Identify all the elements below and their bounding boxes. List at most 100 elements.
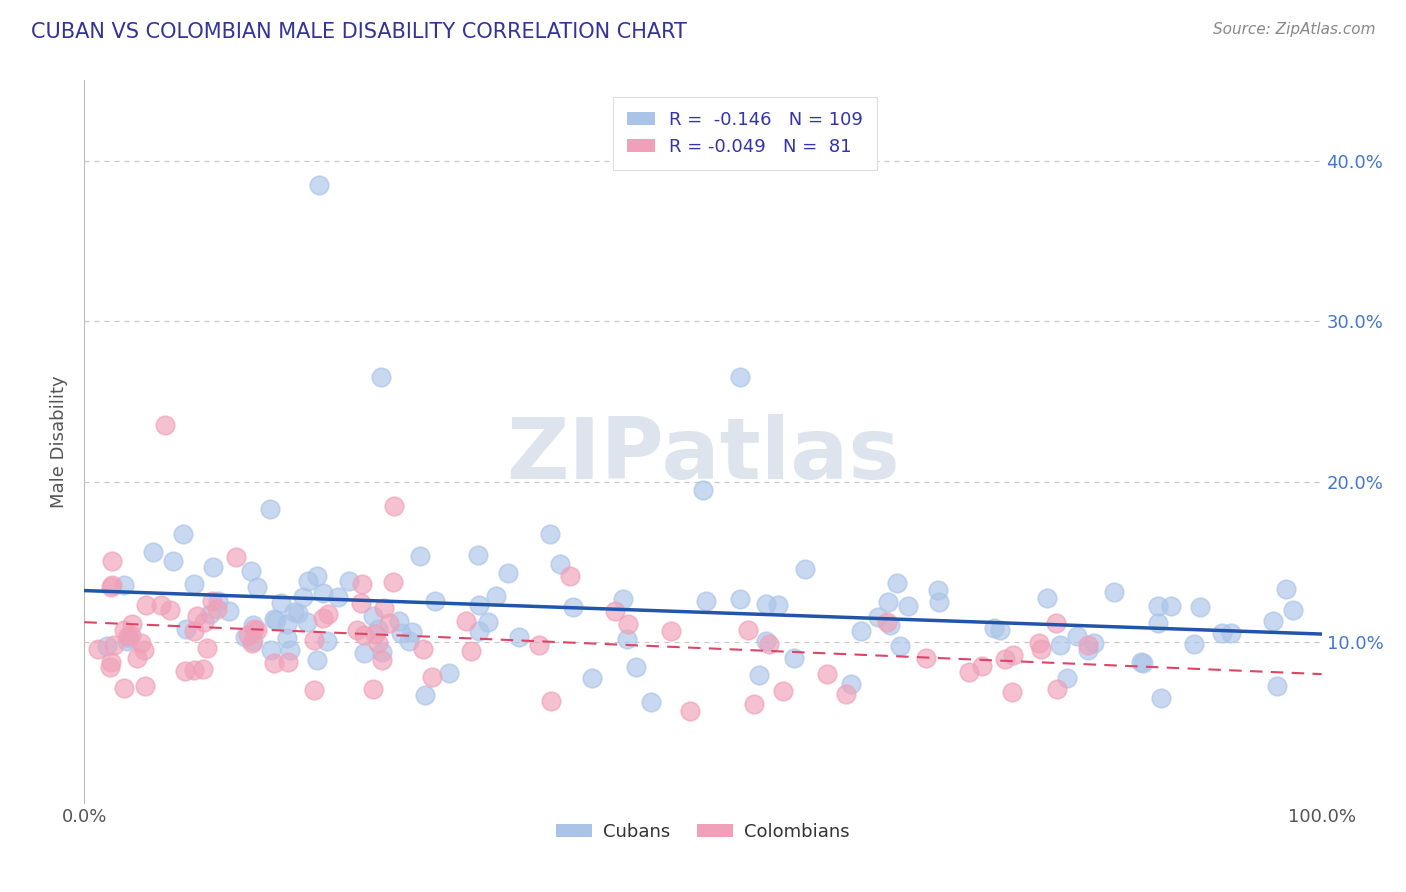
Point — [793, 561, 815, 575]
Point — [337, 574, 360, 588]
Point — [612, 591, 634, 606]
Point — [527, 638, 550, 652]
Point — [560, 568, 582, 582]
Point — [308, 178, 330, 192]
Point — [87, 641, 110, 656]
Point — [412, 642, 434, 657]
Point — [239, 564, 262, 578]
Point — [1102, 584, 1125, 599]
Point — [361, 681, 384, 696]
Point — [312, 586, 335, 600]
Point — [305, 569, 328, 583]
Point — [748, 668, 770, 682]
Point — [142, 545, 165, 559]
Point — [276, 616, 298, 631]
Point — [915, 651, 938, 665]
Point — [205, 602, 228, 616]
Point — [367, 636, 389, 650]
Point — [263, 657, 285, 671]
Point — [278, 642, 301, 657]
Point — [661, 624, 683, 639]
Point — [218, 604, 240, 618]
Point — [617, 616, 640, 631]
Point — [246, 624, 269, 638]
Point — [1160, 599, 1182, 613]
Point — [183, 663, 205, 677]
Point — [678, 705, 700, 719]
Point — [198, 607, 221, 622]
Point — [195, 640, 218, 655]
Point — [768, 598, 790, 612]
Point — [186, 608, 208, 623]
Point — [439, 665, 461, 680]
Point — [382, 574, 405, 589]
Point — [263, 612, 285, 626]
Point — [277, 655, 299, 669]
Point — [1083, 636, 1105, 650]
Point — [409, 549, 432, 564]
Point — [1129, 655, 1152, 669]
Point — [201, 594, 224, 608]
Point — [866, 610, 889, 624]
Point — [692, 483, 714, 497]
Point — [640, 695, 662, 709]
Point — [957, 665, 980, 679]
Point — [242, 618, 264, 632]
Point — [755, 597, 778, 611]
Text: ZIPatlas: ZIPatlas — [506, 415, 900, 498]
Point — [456, 614, 478, 628]
Point — [1056, 671, 1078, 685]
Point — [886, 576, 908, 591]
Point — [316, 634, 339, 648]
Point — [728, 370, 751, 384]
Point — [118, 631, 141, 645]
Point — [927, 583, 949, 598]
Point — [1066, 629, 1088, 643]
Point — [994, 652, 1017, 666]
Point — [240, 635, 263, 649]
Point — [1261, 614, 1284, 628]
Point — [401, 624, 423, 639]
Point — [120, 627, 142, 641]
Point — [624, 659, 647, 673]
Point — [260, 643, 283, 657]
Point — [283, 605, 305, 619]
Point — [101, 578, 124, 592]
Point — [389, 626, 412, 640]
Point — [270, 596, 292, 610]
Point — [287, 606, 309, 620]
Point — [398, 633, 420, 648]
Point — [117, 629, 139, 643]
Point — [695, 594, 717, 608]
Point — [1049, 638, 1071, 652]
Point — [605, 604, 627, 618]
Point — [259, 501, 281, 516]
Point — [312, 611, 335, 625]
Point — [326, 590, 349, 604]
Point — [496, 566, 519, 580]
Point — [616, 632, 638, 646]
Point — [562, 599, 585, 614]
Point — [176, 622, 198, 636]
Point — [737, 623, 759, 637]
Point — [983, 621, 1005, 635]
Point — [1267, 679, 1289, 693]
Point — [1028, 636, 1050, 650]
Point — [353, 646, 375, 660]
Point — [115, 633, 138, 648]
Point — [889, 639, 911, 653]
Point — [897, 599, 920, 613]
Point — [373, 601, 395, 615]
Point — [876, 595, 898, 609]
Y-axis label: Male Disability: Male Disability — [51, 376, 69, 508]
Point — [1045, 681, 1067, 696]
Point — [460, 644, 482, 658]
Point — [367, 622, 389, 636]
Point — [350, 596, 373, 610]
Point — [1275, 582, 1298, 597]
Point — [1036, 591, 1059, 605]
Point — [835, 687, 858, 701]
Point — [114, 578, 136, 592]
Point — [371, 653, 394, 667]
Point — [233, 631, 256, 645]
